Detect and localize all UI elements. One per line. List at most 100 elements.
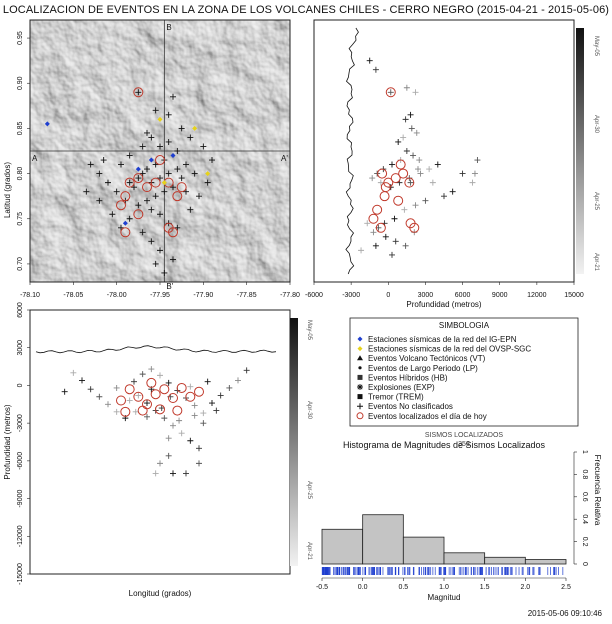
lat-depth-event-marker: [429, 179, 436, 186]
legend-item-label: Eventos localizados el día de hoy: [368, 412, 487, 421]
map-event-marker: [170, 256, 176, 263]
lon-depth-event-marker: [135, 392, 142, 399]
map-x-tick-label: -77.85: [237, 292, 257, 299]
lat-depth-event-marker: [459, 170, 466, 177]
lon-depth-y-tick-label: 0: [17, 383, 24, 387]
lon-depth-topography-line: [35, 345, 277, 354]
map-today-marker: [172, 191, 183, 202]
ovsp-station-marker: [192, 125, 198, 131]
lon-depth-event-marker: [165, 452, 172, 459]
lon-depth-event-marker: [187, 437, 194, 444]
lat-depth-event-marker: [372, 66, 379, 73]
map-event-marker: [148, 134, 155, 141]
map-event-marker: [178, 125, 185, 132]
lat-depth-today-marker: [398, 168, 409, 179]
lon-depth-event-marker: [96, 393, 103, 400]
histogram-x-label: Magnitud: [428, 593, 461, 602]
lon-depth-event-marker: [139, 371, 146, 378]
lat-depth-event-marker: [403, 148, 410, 154]
lon-depth-event-marker: [126, 397, 133, 404]
map-event-marker: [174, 166, 181, 173]
lon-depth-event-marker: [144, 400, 150, 407]
lat-depth-today-marker: [385, 87, 396, 98]
map-today-marker: [120, 191, 131, 202]
ig-station-marker: [148, 157, 154, 163]
map-event-marker: [100, 157, 107, 164]
lat-depth-today-marker: [377, 168, 388, 179]
lon-depth-today-marker: [124, 384, 135, 395]
lon-depth-colorbar-label: Apr-30: [306, 401, 312, 420]
map-today-marker: [133, 87, 144, 98]
map-y-tick-label: 0.85: [17, 121, 24, 135]
histogram-y-tick-label: 0.8: [581, 470, 588, 480]
lon-depth-y-tick-label: -3000: [17, 414, 24, 432]
map-event-marker: [191, 170, 198, 177]
map-event-marker: [135, 175, 142, 182]
legend-item-label: Eventos No clasificados: [368, 402, 453, 411]
map-event-marker: [144, 197, 150, 204]
lon-depth-today-marker: [155, 404, 165, 415]
lon-depth-today-marker: [137, 405, 148, 416]
legend-item-label: Eventos Volcano Tectónicos (VT): [368, 354, 486, 363]
lat-depth-x-label: Profundidad (metros): [406, 300, 481, 309]
map-event-marker: [96, 170, 103, 177]
map-y-tick-label: 0.80: [17, 167, 24, 181]
ig-station-marker: [170, 153, 176, 159]
lon-depth-today-marker: [168, 393, 178, 403]
map-event-marker: [196, 193, 202, 200]
legend-symbol-filled-square: [357, 394, 363, 400]
lat-depth-event-marker: [369, 175, 376, 182]
lon-depth-event-marker: [87, 386, 94, 393]
map-event-marker: [152, 107, 159, 114]
lat-depth-event-marker: [395, 138, 402, 145]
lon-depth-event-marker: [187, 383, 194, 390]
map-event-marker: [105, 179, 111, 186]
map-event-marker: [209, 157, 215, 164]
map-event-marker: [174, 148, 181, 154]
map-event-marker: [152, 193, 159, 200]
lon-depth-event-marker: [209, 400, 215, 407]
map-y-tick-label: 0.95: [17, 31, 24, 45]
map-today-marker: [120, 227, 131, 238]
map-event-marker: [87, 161, 94, 168]
lat-depth-event-marker: [366, 57, 373, 64]
map-event-marker: [174, 224, 181, 231]
map-event-marker: [96, 197, 103, 204]
map-event-marker: [165, 111, 172, 118]
lat-depth-today-marker: [372, 204, 383, 215]
lon-depth-event-marker: [200, 410, 207, 417]
map-event-marker: [126, 179, 133, 186]
lon-depth-event-marker: [79, 377, 85, 384]
histogram-panel: Histograma de Magnitudes de Sismos Local…: [316, 440, 602, 602]
lon-depth-event-marker: [161, 415, 168, 422]
lat-depth-event-marker: [449, 188, 456, 195]
map-event-marker: [183, 188, 189, 195]
legend-item-label: Eventos Híbridos (HB): [368, 373, 448, 382]
map-today-marker: [176, 182, 187, 193]
map-event-marker: [157, 247, 163, 254]
map-event-marker: [83, 188, 90, 195]
map-today-marker: [168, 227, 178, 238]
histogram-bar: [524, 559, 567, 565]
lat-depth-today-marker: [409, 222, 420, 233]
map-event-marker: [144, 166, 150, 173]
lat-depth-today-marker: [390, 173, 401, 184]
histogram-x-tick-label: 0.5: [398, 584, 408, 591]
map-today-marker: [142, 182, 152, 193]
map-event-marker: [157, 175, 163, 182]
lon-depth-event-marker: [132, 408, 139, 415]
map-y-tick-label: 0.90: [17, 76, 24, 90]
legend-title: SIMBOLOGIA: [439, 321, 490, 330]
lat-depth-x-tick-label: 6000: [455, 292, 471, 299]
lat-depth-event-marker: [389, 251, 395, 258]
lat-depth-x-tick-label: -6000: [305, 292, 323, 299]
lat-depth-event-marker: [416, 157, 423, 164]
lat-depth-today-marker: [404, 177, 415, 188]
lon-depth-event-marker: [217, 392, 224, 399]
lon-depth-event-marker: [157, 460, 163, 467]
lat-depth-event-marker: [391, 215, 398, 222]
lat-depth-event-marker: [387, 89, 394, 96]
legend-symbol-triangle: [357, 355, 363, 361]
lat-depth-event-marker: [469, 179, 476, 186]
